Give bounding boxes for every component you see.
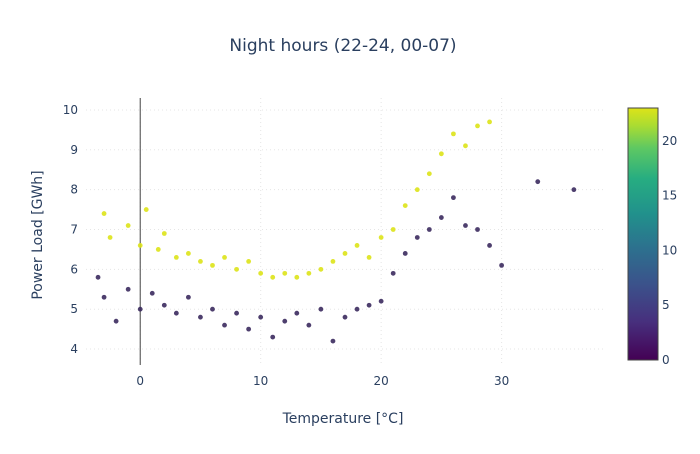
- data-point: [161, 231, 167, 236]
- data-point: [107, 235, 113, 240]
- data-point: [137, 306, 143, 312]
- data-point: [414, 235, 420, 240]
- data-point: [143, 207, 149, 212]
- data-point: [173, 310, 179, 316]
- data-points: [95, 119, 577, 344]
- data-point: [571, 187, 577, 193]
- x-tick-label: 30: [494, 374, 509, 388]
- data-point: [306, 270, 312, 276]
- data-point: [426, 227, 432, 232]
- data-point: [402, 251, 408, 256]
- data-point: [342, 314, 348, 320]
- data-point: [125, 223, 131, 228]
- x-tick-label: 10: [253, 374, 268, 388]
- data-point: [101, 211, 107, 216]
- data-point: [342, 251, 348, 256]
- y-tick-label: 8: [70, 183, 78, 197]
- data-point: [270, 334, 276, 340]
- data-point: [270, 274, 276, 280]
- data-point: [438, 151, 444, 157]
- y-tick-label: 4: [70, 342, 78, 356]
- data-point: [294, 274, 300, 280]
- data-point: [222, 255, 227, 260]
- data-point: [354, 243, 360, 248]
- data-point: [258, 270, 264, 276]
- data-point: [354, 306, 360, 312]
- x-axis-label: Temperature [°C]: [282, 411, 404, 427]
- data-point: [258, 314, 264, 320]
- colorbar-ticks: 0 5 10 15 20: [662, 134, 677, 367]
- colorbar-tick-label: 0: [662, 353, 670, 367]
- y-tick-label: 6: [70, 262, 78, 276]
- colorbar-tick-label: 5: [662, 298, 670, 312]
- data-point: [95, 274, 101, 280]
- data-point: [499, 262, 505, 268]
- y-axis-ticks: 4 5 6 7 8 9 10: [63, 103, 78, 356]
- data-point: [198, 258, 203, 264]
- data-point: [475, 227, 480, 232]
- data-point: [155, 247, 161, 252]
- data-point: [390, 227, 396, 232]
- data-point: [426, 171, 432, 177]
- y-axis-label: Power Load [GWh]: [30, 170, 46, 299]
- y-tick-label: 5: [70, 302, 78, 316]
- data-point: [378, 298, 384, 304]
- y-tick-label: 9: [70, 143, 78, 157]
- data-point: [185, 251, 191, 256]
- data-point: [173, 255, 179, 260]
- data-point: [463, 223, 468, 228]
- data-point: [294, 310, 300, 316]
- data-point: [451, 195, 456, 201]
- x-axis-ticks: 0 10 20 30: [136, 374, 509, 388]
- data-point: [378, 235, 384, 240]
- chart-title: Night hours (22-24, 00-07): [229, 36, 456, 56]
- data-point: [210, 262, 215, 268]
- y-tick-label: 7: [70, 223, 78, 237]
- data-point: [222, 322, 227, 328]
- colorbar-tick-label: 10: [662, 243, 677, 257]
- x-tick-label: 20: [373, 374, 388, 388]
- data-point: [282, 318, 288, 324]
- data-point: [234, 266, 239, 272]
- data-point: [101, 294, 107, 300]
- data-point: [113, 318, 119, 324]
- data-point: [487, 119, 492, 125]
- x-tick-label: 0: [136, 374, 144, 388]
- data-point: [535, 179, 541, 185]
- data-point: [306, 322, 312, 328]
- data-point: [366, 255, 372, 260]
- y-tick-label: 10: [63, 103, 78, 117]
- data-point: [161, 302, 167, 308]
- data-point: [451, 131, 456, 137]
- data-point: [463, 143, 468, 149]
- data-point: [246, 258, 252, 264]
- data-point: [390, 270, 396, 276]
- data-point: [366, 302, 372, 308]
- data-point: [330, 258, 336, 264]
- data-point: [185, 294, 191, 300]
- data-point: [402, 203, 408, 208]
- data-point: [475, 123, 480, 129]
- data-point: [234, 310, 239, 316]
- colorbar: 0 5 10 15 20: [627, 107, 677, 367]
- data-point: [149, 290, 155, 296]
- data-point: [318, 306, 324, 312]
- data-point: [438, 215, 444, 220]
- data-point: [282, 270, 288, 276]
- data-point: [198, 314, 203, 320]
- colorbar-gradient: [627, 107, 659, 361]
- colorbar-tick-label: 20: [662, 134, 677, 148]
- data-point: [125, 286, 131, 292]
- data-point: [318, 266, 324, 272]
- data-point: [210, 306, 215, 312]
- data-point: [246, 326, 252, 332]
- data-point: [330, 338, 336, 344]
- data-point: [487, 243, 492, 248]
- colorbar-tick-label: 15: [662, 189, 677, 203]
- data-point: [414, 187, 420, 193]
- data-point: [137, 243, 143, 248]
